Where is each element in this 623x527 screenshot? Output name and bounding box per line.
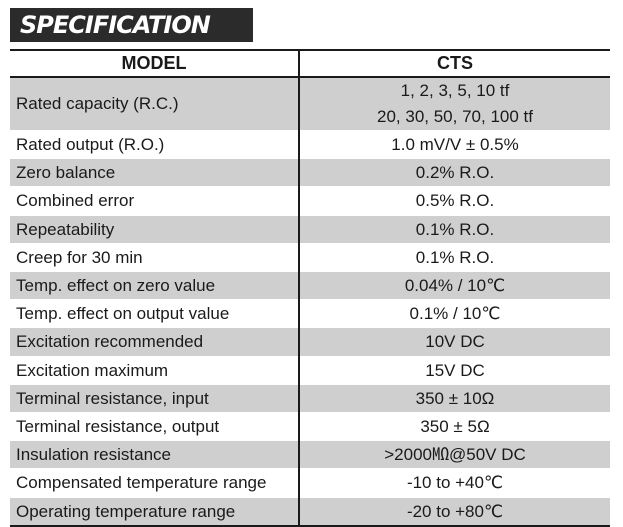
table-row: Temp. effect on zero value 0.04% / 10℃: [10, 271, 610, 301]
table-row: Combined error 0.5% R.O.: [10, 186, 610, 216]
spec-label: Temp. effect on output value: [10, 299, 300, 329]
spec-label: Combined error: [10, 186, 300, 216]
capacity-line-2: 20, 30, 50, 70, 100 tf: [377, 107, 533, 126]
spec-label: Excitation recommended: [10, 327, 300, 357]
table-row: Compensated temperature range -10 to +40…: [10, 468, 610, 498]
spec-value: -20 to +80℃: [299, 497, 610, 527]
spec-value: 0.1% R.O.: [299, 243, 610, 273]
table-row: Terminal resistance, input 350 ± 10Ω: [10, 384, 610, 414]
table-row: Insulation resistance >2000㏁@50V DC: [10, 440, 610, 470]
specification-table: MODEL CTS Rated capacity (R.C.) 1, 2, 3,…: [10, 49, 610, 527]
table-row: Repeatability 0.1% R.O.: [10, 215, 610, 244]
spec-label: Temp. effect on zero value: [10, 271, 300, 301]
spec-value: 10V DC: [299, 327, 610, 357]
table-row: Excitation recommended 10V DC: [10, 327, 610, 357]
model-value-header: CTS: [299, 49, 610, 78]
spec-label: Compensated temperature range: [10, 468, 300, 498]
table-header-row: MODEL CTS: [10, 49, 610, 78]
spec-value: 0.04% / 10℃: [299, 271, 610, 301]
spec-value: 0.5% R.O.: [299, 186, 610, 216]
spec-label: Rated output (R.O.): [10, 130, 300, 160]
spec-value: 1.0 mV/V ± 0.5%: [299, 130, 610, 160]
spec-label: Creep for 30 min: [10, 243, 300, 273]
spec-label: Operating temperature range: [10, 497, 300, 527]
table-row: Zero balance 0.2% R.O.: [10, 158, 610, 188]
table-row: Temp. effect on output value 0.1% / 10℃: [10, 299, 610, 329]
table-row: Rated capacity (R.C.) 1, 2, 3, 5, 10 tf …: [10, 77, 610, 131]
spec-label: Terminal resistance, input: [10, 384, 300, 414]
spec-label: Excitation maximum: [10, 356, 300, 385]
spec-label: Repeatability: [10, 215, 300, 244]
specification-heading: SPECIFICATION: [20, 11, 211, 39]
spec-value: -10 to +40℃: [299, 468, 610, 498]
spec-label: Insulation resistance: [10, 440, 300, 470]
table-row: Rated output (R.O.) 1.0 mV/V ± 0.5%: [10, 130, 610, 160]
spec-value: 0.2% R.O.: [299, 158, 610, 188]
spec-label: Rated capacity (R.C.): [10, 77, 300, 131]
spec-value: 350 ± 10Ω: [299, 384, 610, 414]
spec-value: 15V DC: [299, 356, 610, 385]
spec-value: 0.1% R.O.: [299, 215, 610, 244]
table-row: Excitation maximum 15V DC: [10, 356, 610, 385]
spec-value: 0.1% / 10℃: [299, 299, 610, 329]
table-row: Terminal resistance, output 350 ± 5Ω: [10, 412, 610, 442]
spec-value: 1, 2, 3, 5, 10 tf 20, 30, 50, 70, 100 tf: [299, 77, 610, 131]
table-row: Operating temperature range -20 to +80℃: [10, 497, 610, 527]
specification-banner: SPECIFICATION: [10, 8, 253, 42]
spec-label: Terminal resistance, output: [10, 412, 300, 442]
model-column-header: MODEL: [10, 49, 300, 78]
table-row: Creep for 30 min 0.1% R.O.: [10, 243, 610, 273]
spec-value: 350 ± 5Ω: [299, 412, 610, 442]
spec-label: Zero balance: [10, 158, 300, 188]
spec-value: >2000㏁@50V DC: [299, 440, 610, 470]
capacity-line-1: 1, 2, 3, 5, 10 tf: [400, 81, 510, 100]
